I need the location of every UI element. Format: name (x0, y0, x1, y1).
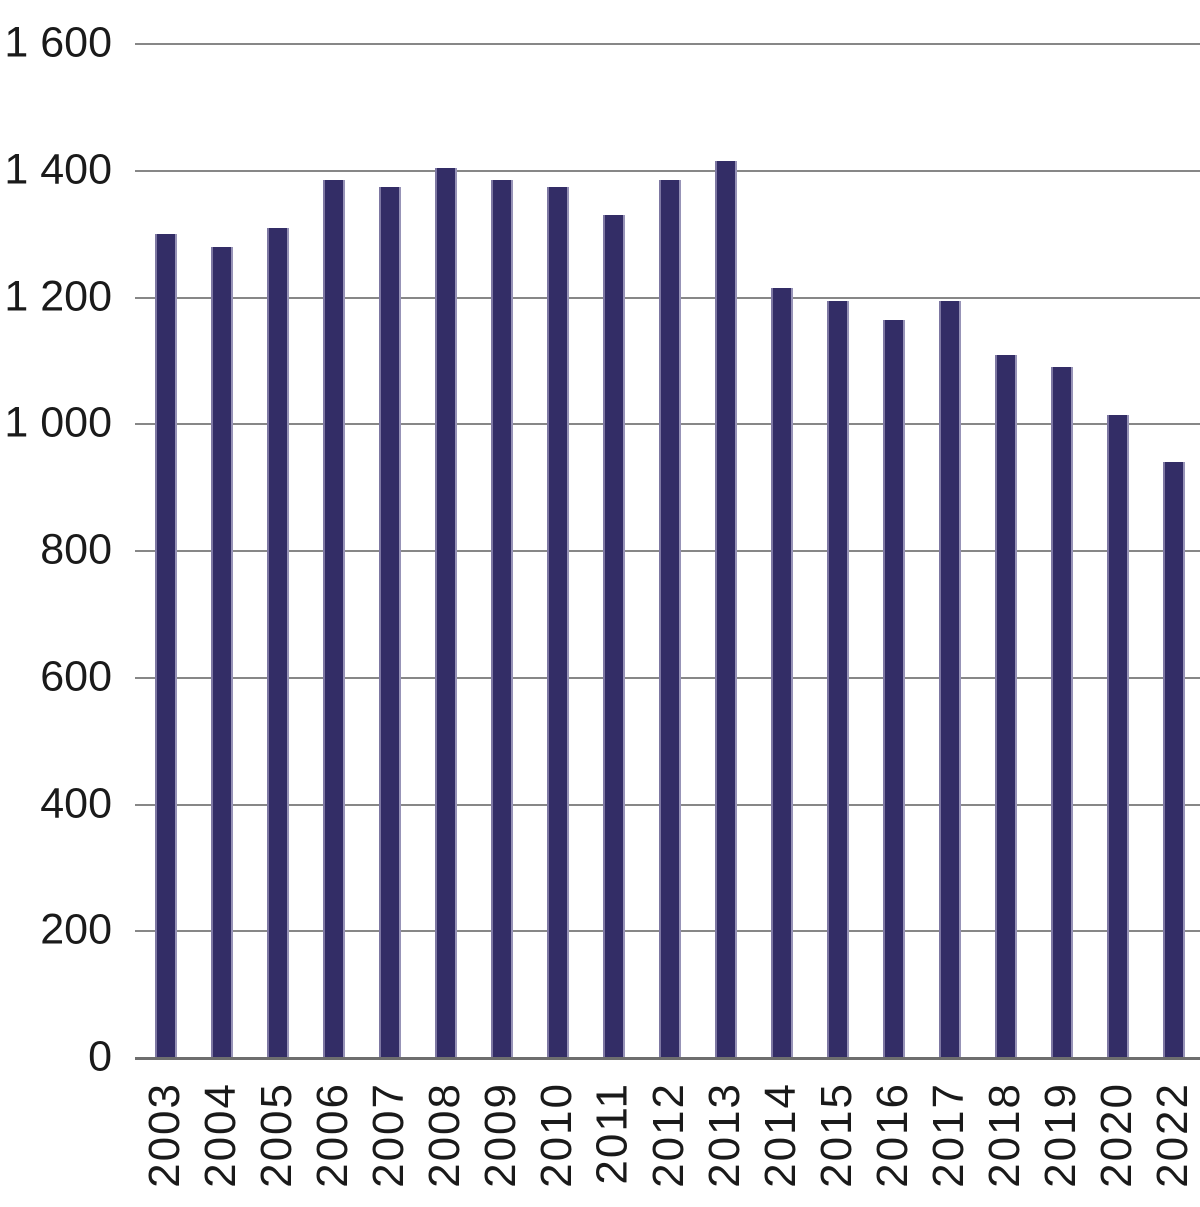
bar-2013 (715, 161, 737, 1058)
y-tick-label-200: 200 (40, 905, 112, 954)
bar-2011 (603, 215, 625, 1058)
x-axis-line (135, 1057, 1200, 1060)
x-tick-label-2007: 2007 (364, 1082, 413, 1188)
y-tick-label-0: 0 (88, 1032, 112, 1081)
bar-2006 (323, 180, 345, 1058)
bar-2012 (659, 180, 681, 1058)
y-tick-label-1400: 1 400 (4, 145, 112, 194)
bar-2007 (379, 186, 401, 1058)
x-tick-label-2004: 2004 (196, 1082, 245, 1188)
x-tick-label-2017: 2017 (924, 1082, 973, 1188)
bar-2005 (267, 227, 289, 1058)
x-tick-label-2019: 2019 (1036, 1082, 1085, 1188)
bar-2016 (883, 319, 905, 1058)
bar-2019 (1051, 367, 1073, 1058)
x-tick-label-2014: 2014 (756, 1082, 805, 1188)
bar-2009 (491, 180, 513, 1058)
bar-2015 (827, 300, 849, 1058)
gridline-1400 (135, 169, 1200, 172)
y-tick-label-1200: 1 200 (4, 272, 112, 321)
bar-2018 (995, 354, 1017, 1058)
x-tick-label-2012: 2012 (644, 1082, 693, 1188)
x-tick-label-2015: 2015 (812, 1082, 861, 1188)
x-tick-label-2010: 2010 (532, 1082, 581, 1188)
y-tick-label-1000: 1 000 (4, 398, 112, 447)
bar-2014 (771, 287, 793, 1058)
bar-2017 (939, 300, 961, 1058)
gridline-1600 (135, 43, 1200, 45)
x-tick-label-2003: 2003 (140, 1082, 189, 1188)
bar-2003 (155, 234, 177, 1058)
x-tick-label-2022: 2022 (1148, 1082, 1197, 1188)
x-tick-label-2005: 2005 (252, 1082, 301, 1188)
y-tick-label-600: 600 (40, 652, 112, 701)
x-tick-label-2008: 2008 (420, 1082, 469, 1188)
y-tick-label-400: 400 (40, 779, 112, 828)
x-tick-label-2018: 2018 (980, 1082, 1029, 1188)
x-tick-label-2009: 2009 (476, 1082, 525, 1188)
bar-2022 (1163, 462, 1185, 1058)
x-tick-label-2013: 2013 (700, 1082, 749, 1188)
x-tick-label-2006: 2006 (308, 1082, 357, 1188)
y-tick-label-800: 800 (40, 525, 112, 574)
y-tick-label-1600: 1 600 (4, 18, 112, 67)
bar-2010 (547, 186, 569, 1058)
bar-2004 (211, 246, 233, 1058)
x-tick-label-2020: 2020 (1092, 1082, 1141, 1188)
x-tick-label-2011: 2011 (588, 1082, 637, 1185)
x-tick-label-2016: 2016 (868, 1082, 917, 1188)
bar-2020 (1107, 414, 1129, 1058)
bar-2008 (435, 167, 457, 1058)
